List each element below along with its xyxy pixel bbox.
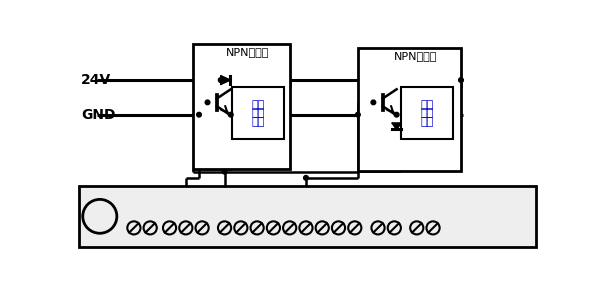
Bar bbox=[232, 87, 284, 139]
Polygon shape bbox=[392, 123, 401, 129]
Text: 开关: 开关 bbox=[251, 100, 265, 110]
Text: I5: I5 bbox=[317, 198, 327, 207]
Text: L(+): L(+) bbox=[123, 198, 145, 207]
Text: 电路: 电路 bbox=[420, 117, 433, 127]
Text: I7: I7 bbox=[350, 198, 359, 207]
Text: 输入: 输入 bbox=[251, 108, 265, 118]
Circle shape bbox=[394, 113, 399, 117]
Circle shape bbox=[371, 100, 376, 105]
Bar bbox=[358, 48, 461, 171]
Circle shape bbox=[197, 113, 202, 117]
Text: COM: COM bbox=[213, 198, 236, 207]
Bar bbox=[401, 87, 453, 139]
Text: 24V: 24V bbox=[81, 73, 112, 87]
Text: N(-): N(-) bbox=[140, 198, 160, 207]
Text: Q6: Q6 bbox=[379, 189, 393, 198]
Text: B: B bbox=[182, 198, 189, 207]
Circle shape bbox=[458, 78, 463, 82]
Circle shape bbox=[229, 113, 233, 117]
Text: A: A bbox=[166, 198, 173, 207]
Text: Q7: Q7 bbox=[418, 189, 431, 198]
Circle shape bbox=[304, 175, 308, 180]
Bar bbox=[79, 186, 536, 247]
Text: 开关: 开关 bbox=[420, 100, 433, 110]
Text: I6: I6 bbox=[334, 198, 343, 207]
Text: 输入: 输入 bbox=[420, 108, 433, 118]
Text: GND: GND bbox=[81, 108, 116, 122]
Polygon shape bbox=[221, 76, 230, 84]
Text: I2: I2 bbox=[269, 198, 278, 207]
Text: 电路: 电路 bbox=[251, 117, 265, 127]
Circle shape bbox=[356, 113, 360, 117]
Text: NPN三线制: NPN三线制 bbox=[226, 47, 269, 57]
Text: I0: I0 bbox=[236, 198, 245, 207]
Text: I4: I4 bbox=[301, 198, 311, 207]
Circle shape bbox=[205, 100, 210, 105]
Bar bbox=[193, 44, 290, 169]
Text: NPN二线制: NPN二线制 bbox=[394, 51, 437, 61]
Text: I1: I1 bbox=[253, 198, 262, 207]
Circle shape bbox=[222, 169, 227, 174]
Circle shape bbox=[218, 78, 223, 82]
Text: I3: I3 bbox=[285, 198, 295, 207]
